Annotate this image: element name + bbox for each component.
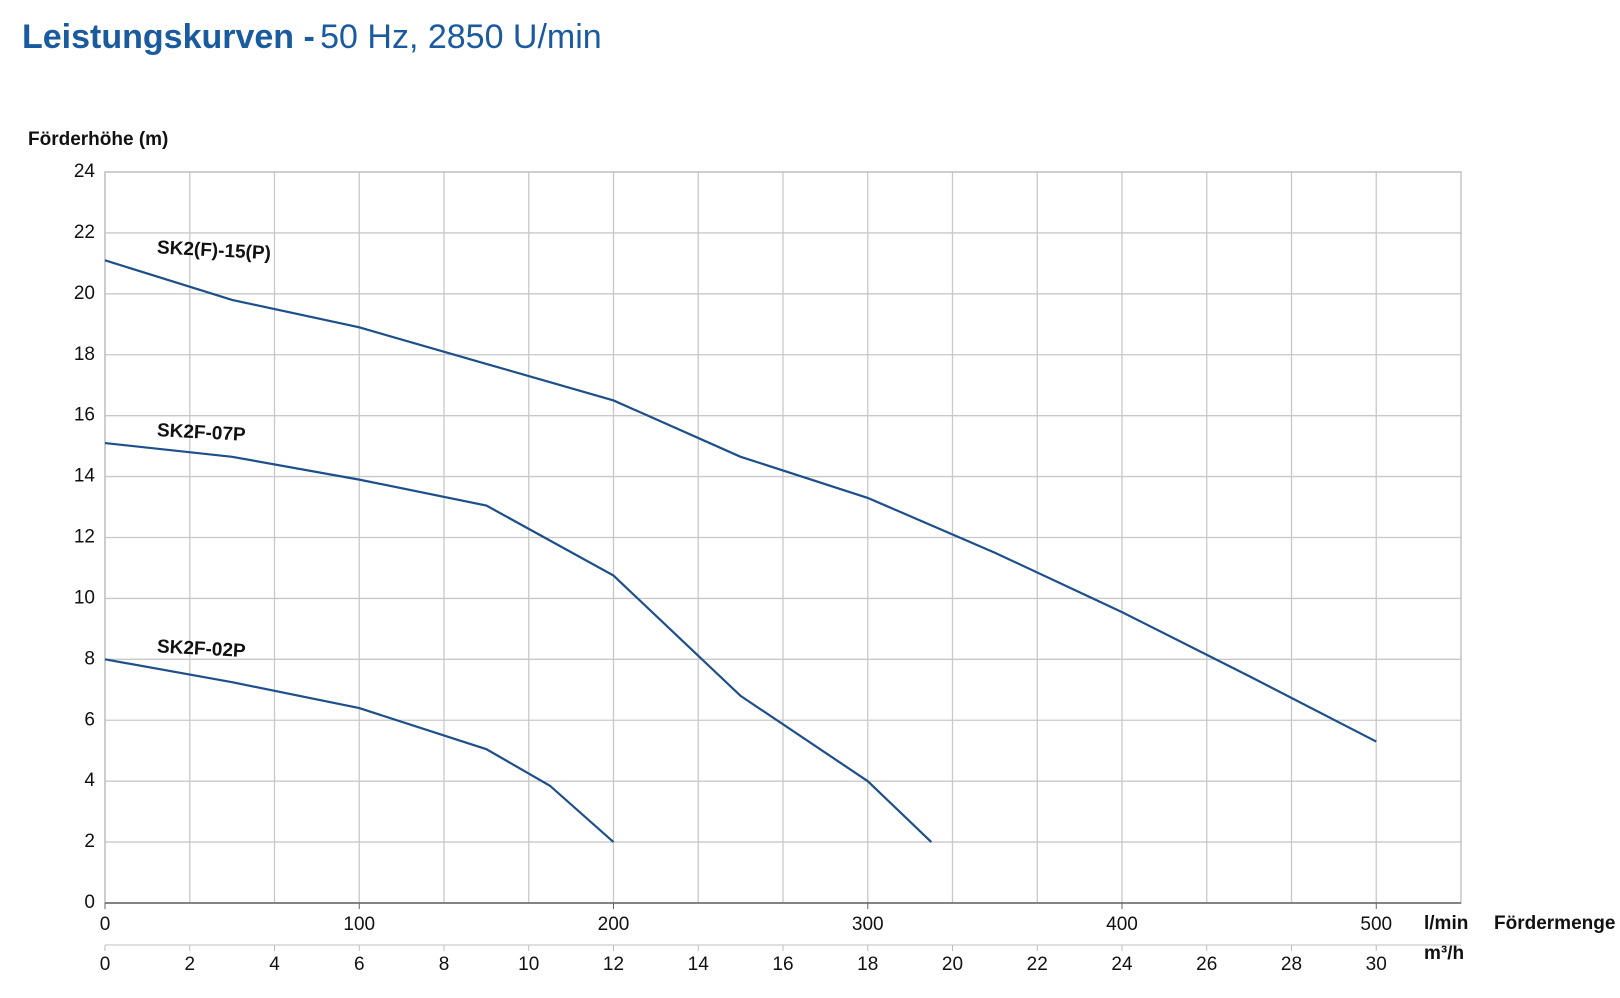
y-tick-label: 8 (84, 648, 95, 669)
series-label: SK2(F)-15(P) (156, 237, 271, 264)
x2-tick-label: 24 (1111, 954, 1133, 975)
y-tick-label: 0 (84, 892, 95, 913)
x2-tick-label: 28 (1281, 954, 1302, 975)
x2-tick-label: 18 (857, 954, 878, 975)
subtitle: 50 Hz, 2850 U/min (320, 18, 602, 56)
x2-unit: m³/h (1424, 943, 1464, 964)
curve (104, 259, 1377, 743)
x-tick-label: 300 (852, 914, 884, 935)
y-axis-label: Förderhöhe (m) (28, 129, 168, 150)
y-tick-label: 14 (74, 466, 96, 487)
x2-tick-label: 30 (1366, 954, 1387, 975)
y-tick-label: 6 (84, 709, 95, 730)
title: Leistungskurven - (22, 18, 315, 56)
x2-tick-label: 2 (184, 954, 195, 975)
x-tick-label: 0 (100, 914, 111, 935)
x2-tick-label: 6 (354, 954, 365, 975)
y-tick-label: 10 (74, 587, 95, 608)
x-tick-label: 200 (598, 914, 630, 935)
y-tick-label: 24 (74, 161, 96, 182)
x2-tick-label: 14 (688, 954, 710, 975)
series-label: SK2F-02P (156, 636, 246, 662)
x2-tick-label: 12 (603, 954, 624, 975)
x-tick-label: 400 (1106, 914, 1138, 935)
series-label: SK2F-07P (156, 420, 246, 446)
x2-tick-label: 26 (1196, 954, 1217, 975)
curve (104, 441, 933, 843)
y-tick-label: 18 (74, 344, 95, 365)
x2-tick-label: 20 (942, 954, 963, 975)
y-tick-label: 4 (84, 770, 95, 791)
y-tick-label: 12 (74, 527, 95, 548)
x-unit: l/min (1424, 913, 1468, 934)
x2-tick-label: 16 (772, 954, 793, 975)
x2-tick-label: 10 (518, 954, 539, 975)
y-tick-label: 22 (74, 222, 95, 243)
chart-title: Leistungskurven - 50 Hz, 2850 U/min (22, 18, 602, 58)
x2-tick-label: 4 (269, 954, 280, 975)
y-tick-label: 2 (84, 831, 95, 852)
x2-tick-label: 8 (439, 954, 450, 975)
curve (104, 658, 615, 843)
y-tick-label: 16 (74, 405, 95, 426)
x-tick-label: 500 (1360, 914, 1392, 935)
x-axis-label: Fördermenge (1494, 913, 1615, 934)
x-tick-label: 100 (343, 914, 375, 935)
x2-tick-label: 22 (1027, 954, 1048, 975)
x2-tick-label: 0 (100, 954, 111, 975)
y-tick-label: 20 (74, 283, 95, 304)
